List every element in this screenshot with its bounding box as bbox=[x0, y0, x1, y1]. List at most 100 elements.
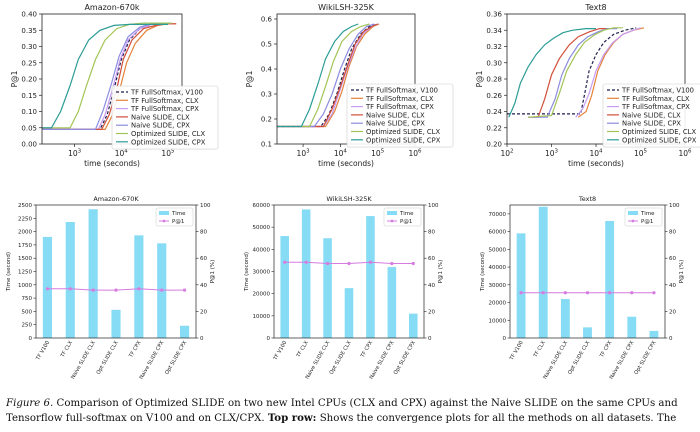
series-line bbox=[508, 28, 596, 118]
y2-tick-label: 80 bbox=[669, 230, 676, 236]
y-tick-label: 750 bbox=[22, 296, 33, 302]
precision-point bbox=[411, 261, 415, 266]
category-label: TF CLX bbox=[59, 340, 74, 360]
precision-point bbox=[519, 291, 523, 295]
y2-tick-label: 40 bbox=[200, 283, 207, 289]
y-tick-label: 0.2 bbox=[261, 116, 272, 124]
y-tick-label: 250 bbox=[22, 323, 33, 329]
series-line bbox=[277, 23, 359, 128]
y-axis-label: Time (second) bbox=[244, 252, 250, 292]
y2-axis-label: P@1 (%) bbox=[210, 260, 216, 284]
x-tick-label: 105 bbox=[161, 149, 175, 159]
x-tick-label: 106 bbox=[678, 149, 692, 159]
time-bar bbox=[65, 222, 75, 338]
legend-entry: TF FullSoftmax, V100 bbox=[621, 87, 694, 95]
legend-entry: Time bbox=[171, 211, 186, 217]
time-bar bbox=[627, 316, 637, 338]
precision-point bbox=[608, 291, 612, 295]
y-tick-label: 20000 bbox=[489, 301, 507, 307]
chart-title: Amazon-670K bbox=[93, 195, 139, 203]
series-line bbox=[507, 27, 637, 115]
series-line bbox=[277, 23, 375, 128]
time-bar bbox=[560, 298, 570, 338]
chart-title: Amazon-670k bbox=[84, 3, 139, 12]
series-line bbox=[277, 23, 378, 128]
caption-label: Figure 6. bbox=[6, 398, 54, 409]
precision-point bbox=[347, 261, 351, 266]
y-tick-label: 0.3 bbox=[261, 91, 272, 99]
caption-text-2b: Shows the convergence plots for all the … bbox=[316, 413, 677, 424]
y-tick-label: 0 bbox=[29, 336, 33, 342]
time-chart-1: Amazon-670K02505007501000125015001750200… bbox=[6, 195, 216, 381]
y-tick-label: 0 bbox=[503, 336, 507, 342]
series-line bbox=[42, 22, 172, 129]
y-axis-label: P@1 bbox=[245, 70, 254, 87]
precision-point bbox=[114, 288, 118, 292]
legend-entry: Optimized SLIDE, CPX bbox=[366, 136, 441, 144]
y2-tick-label: 40 bbox=[428, 283, 435, 289]
precision-point bbox=[563, 291, 567, 295]
category-label: TF CLX bbox=[295, 340, 310, 360]
y-tick-label: 0.4 bbox=[261, 66, 273, 74]
category-label: Naive SLIDE CPX bbox=[609, 340, 636, 381]
y2-tick-label: 0 bbox=[200, 336, 204, 342]
legend-entry: Naive SLIDE, CPX bbox=[131, 122, 190, 130]
y-tick-label: 0.36 bbox=[486, 11, 502, 19]
y-tick-label: 0.20 bbox=[486, 141, 502, 149]
precision-point bbox=[182, 288, 187, 292]
legend-box bbox=[111, 85, 219, 150]
y-tick-label: 0.05 bbox=[21, 124, 37, 132]
y-tick-label: 2250 bbox=[18, 216, 32, 222]
legend-entry: TF FullSoftmax, CLX bbox=[365, 95, 434, 103]
legend-entry: Optimized SLIDE, CLX bbox=[366, 128, 440, 136]
category-label: Naive SLIDE CPX bbox=[369, 340, 396, 381]
legend-entry: Naive SLIDE, CPX bbox=[622, 120, 681, 128]
category-label: Opt SLIDE CLX bbox=[567, 340, 591, 376]
x-axis-label: time (seconds) bbox=[568, 159, 624, 168]
time-bar bbox=[88, 209, 98, 338]
category-label: TF CPX bbox=[128, 340, 143, 360]
y2-tick-label: 100 bbox=[200, 203, 211, 209]
legend-entry: Optimized SLIDE, CLX bbox=[622, 128, 696, 136]
x-tick-label: 104 bbox=[334, 149, 348, 159]
y2-tick-label: 20 bbox=[428, 309, 435, 315]
time-bar bbox=[180, 325, 190, 338]
x-tick-label: 105 bbox=[371, 149, 385, 159]
legend-swatch bbox=[628, 211, 638, 215]
y-tick-label: 0.26 bbox=[486, 92, 502, 100]
time-bar bbox=[649, 330, 659, 338]
caption-text-1: Comparison of Optimized SLIDE on two new… bbox=[53, 398, 678, 409]
y-tick-label: 50000 bbox=[489, 247, 507, 253]
legend-entry: Optimized SLIDE, CLX bbox=[131, 130, 205, 138]
convergence-chart-2: WikiLSH-325K 0.1 0.2 0.3 0.4 0.5 0.6 103 104 105 1… bbox=[245, 3, 454, 168]
category-label: Opt SLIDE CPX bbox=[633, 340, 657, 376]
x-axis-label: time (seconds) bbox=[84, 159, 140, 168]
y2-tick-label: 60 bbox=[200, 256, 207, 262]
plot-frame bbox=[509, 204, 666, 339]
y2-tick-label: 100 bbox=[428, 203, 439, 209]
y-tick-label: 0.10 bbox=[21, 108, 37, 116]
series-line bbox=[528, 28, 610, 118]
y-tick-label: 70000 bbox=[489, 212, 507, 218]
y2-tick-label: 100 bbox=[669, 203, 680, 209]
series-line bbox=[277, 23, 370, 128]
precision-point bbox=[585, 291, 590, 295]
y-tick-label: 40000 bbox=[253, 247, 271, 253]
caption-line-1: Figure 6. Comparison of Optimized SLIDE … bbox=[6, 396, 696, 411]
y-tick-label: 60000 bbox=[489, 230, 507, 236]
y2-tick-label: 20 bbox=[200, 309, 207, 315]
caption-bold: Top row: bbox=[267, 412, 317, 424]
legend-entry: TF FullSoftmax, CPX bbox=[621, 103, 690, 111]
precision-point bbox=[283, 260, 287, 264]
y-axis-label: P@1 bbox=[10, 70, 19, 87]
series-line bbox=[277, 23, 378, 128]
category-label: TF V100 bbox=[272, 340, 288, 362]
x-tick-label: 102 bbox=[500, 149, 513, 159]
y-tick-label: 30000 bbox=[253, 270, 271, 276]
chart-title: Text8 bbox=[578, 195, 596, 203]
y-tick-label: 50000 bbox=[253, 225, 271, 231]
y-tick-label: 0.22 bbox=[486, 124, 502, 132]
category-label: TF V100 bbox=[508, 340, 524, 362]
y2-tick-label: 60 bbox=[669, 256, 676, 262]
y2-tick-label: 20 bbox=[669, 309, 676, 315]
